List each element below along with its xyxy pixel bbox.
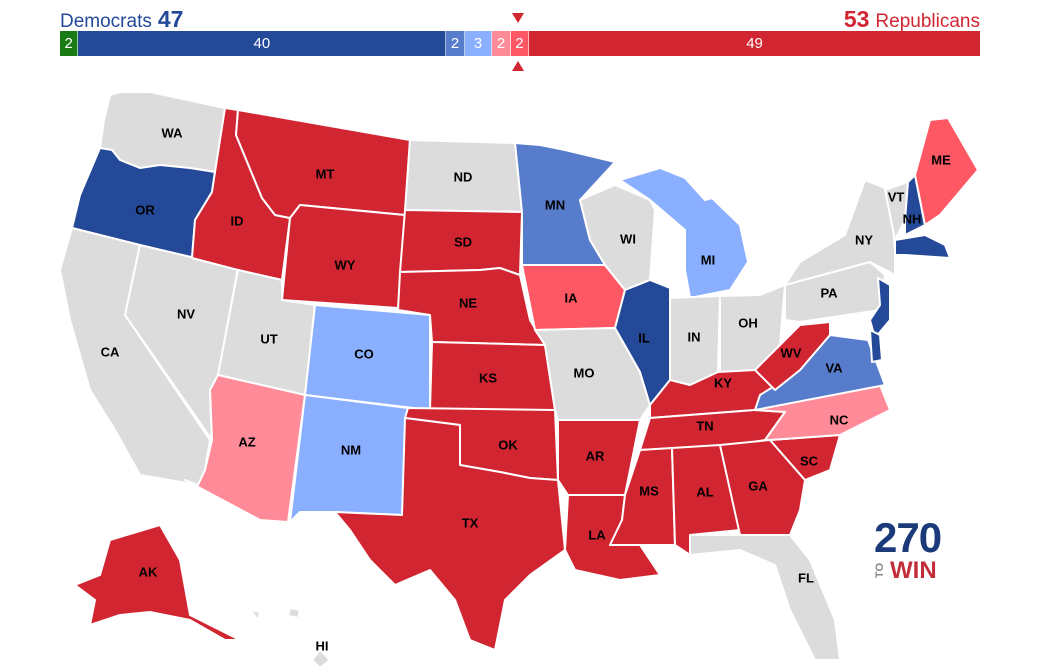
state-label-NE: NE bbox=[459, 295, 477, 310]
state-label-AR: AR bbox=[586, 448, 605, 463]
state-label-VT: VT bbox=[888, 189, 905, 204]
seat-bar-leans-dem: 3 bbox=[464, 31, 493, 56]
state-label-ND: ND bbox=[454, 169, 473, 184]
state-ME[interactable] bbox=[914, 117, 979, 226]
state-label-LA: LA bbox=[588, 527, 606, 542]
state-MA[interactable] bbox=[894, 234, 951, 259]
seat-bar-safe-rep: 49 bbox=[529, 31, 980, 56]
state-DE[interactable] bbox=[869, 329, 883, 363]
state-TX[interactable] bbox=[334, 417, 566, 651]
state-label-VA: VA bbox=[825, 360, 843, 375]
state-label-HI: HI bbox=[316, 638, 329, 653]
state-label-SD: SD bbox=[454, 234, 472, 249]
democrats-total: Democrats 47 bbox=[60, 6, 183, 33]
logo-number: 270 bbox=[874, 514, 942, 561]
state-label-SC: SC bbox=[800, 453, 819, 468]
republicans-seat-count: 53 bbox=[843, 6, 870, 32]
seat-bar-leans-rep: 2 bbox=[492, 31, 511, 56]
state-NH[interactable] bbox=[904, 174, 926, 236]
state-NC[interactable] bbox=[754, 384, 891, 441]
state-WY[interactable] bbox=[281, 204, 406, 309]
state-label-AZ: AZ bbox=[238, 434, 255, 449]
state-label-NY: NY bbox=[855, 232, 873, 247]
democrats-label: Democrats bbox=[60, 11, 152, 32]
state-label-NH: NH bbox=[903, 211, 922, 226]
state-label-NM: NM bbox=[341, 442, 361, 457]
seat-bar-likely-rep: 2 bbox=[510, 31, 530, 56]
state-label-GA: GA bbox=[748, 478, 768, 493]
state-label-MT: MT bbox=[316, 166, 335, 181]
state-label-NC: NC bbox=[830, 412, 849, 427]
state-label-AL: AL bbox=[696, 484, 713, 499]
state-label-OH: OH bbox=[738, 315, 758, 330]
state-label-MO: MO bbox=[574, 365, 595, 380]
state-label-NV: NV bbox=[177, 306, 195, 321]
state-label-AK: AK bbox=[139, 564, 158, 579]
majority-marker-top-icon bbox=[512, 13, 524, 23]
state-label-TN: TN bbox=[696, 418, 713, 433]
state-FL[interactable] bbox=[689, 534, 841, 661]
state-AK[interactable] bbox=[74, 524, 241, 641]
state-label-KY: KY bbox=[714, 375, 732, 390]
logo-win: WIN bbox=[890, 557, 937, 584]
state-label-MN: MN bbox=[545, 197, 565, 212]
democrats-seat-count: 47 bbox=[157, 6, 184, 32]
state-label-KS: KS bbox=[479, 370, 497, 385]
state-HI[interactable] bbox=[249, 607, 331, 669]
seat-bar-independent: 2 bbox=[60, 31, 79, 56]
state-label-TX: TX bbox=[462, 515, 479, 530]
state-label-IL: IL bbox=[638, 330, 650, 345]
state-label-OK: OK bbox=[498, 437, 518, 452]
seat-balance-bar: 2 40 2 3 2 2 49 bbox=[60, 31, 980, 56]
state-label-WI: WI bbox=[620, 231, 636, 246]
state-label-IN: IN bbox=[688, 329, 701, 344]
state-MI[interactable] bbox=[619, 167, 749, 299]
state-label-CA: CA bbox=[101, 344, 120, 359]
republicans-total: 53 Republicans bbox=[844, 6, 980, 33]
state-NM[interactable] bbox=[289, 394, 409, 523]
state-label-ME: ME bbox=[931, 152, 951, 167]
state-label-MS: MS bbox=[639, 483, 659, 498]
state-WV[interactable] bbox=[754, 321, 831, 391]
270towin-logo: 270 TO WIN bbox=[874, 516, 954, 586]
republicans-label: Republicans bbox=[875, 11, 980, 32]
state-label-WY: WY bbox=[335, 257, 356, 272]
seat-bar-safe-dem: 40 bbox=[78, 31, 447, 56]
state-label-WV: WV bbox=[781, 345, 802, 360]
state-label-UT: UT bbox=[260, 331, 277, 346]
majority-marker-bottom-icon bbox=[512, 61, 524, 71]
logo-to: TO bbox=[874, 563, 886, 579]
state-label-FL: FL bbox=[798, 570, 814, 585]
state-label-CO: CO bbox=[354, 346, 374, 361]
state-label-WA: WA bbox=[162, 125, 184, 140]
state-label-PA: PA bbox=[820, 285, 838, 300]
state-label-MI: MI bbox=[701, 252, 715, 267]
state-label-OR: OR bbox=[135, 202, 155, 217]
seat-bar-likely-dem: 2 bbox=[446, 31, 465, 56]
state-label-ID: ID bbox=[231, 213, 244, 228]
state-label-IA: IA bbox=[565, 290, 579, 305]
